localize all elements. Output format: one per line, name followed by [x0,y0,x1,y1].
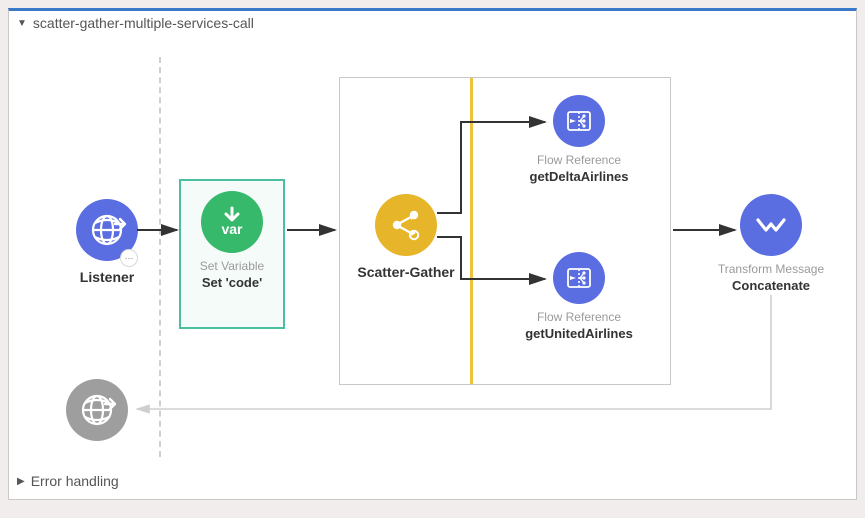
collapse-flow-icon[interactable]: ▼ [17,18,27,29]
connectors [9,39,858,469]
flow-title-text: scatter-gather-multiple-services-call [33,15,254,31]
flow-canvas: ⋯ Listener var Set Variable Set 'code' [9,39,856,465]
expand-error-icon[interactable]: ▶ [17,476,25,487]
error-handling-section[interactable]: ▶ Error handling [17,473,119,489]
flow-editor-panel: ▼ scatter-gather-multiple-services-call … [8,8,857,500]
flow-title-bar[interactable]: ▼ scatter-gather-multiple-services-call [17,15,254,31]
error-handling-label: Error handling [31,473,119,489]
